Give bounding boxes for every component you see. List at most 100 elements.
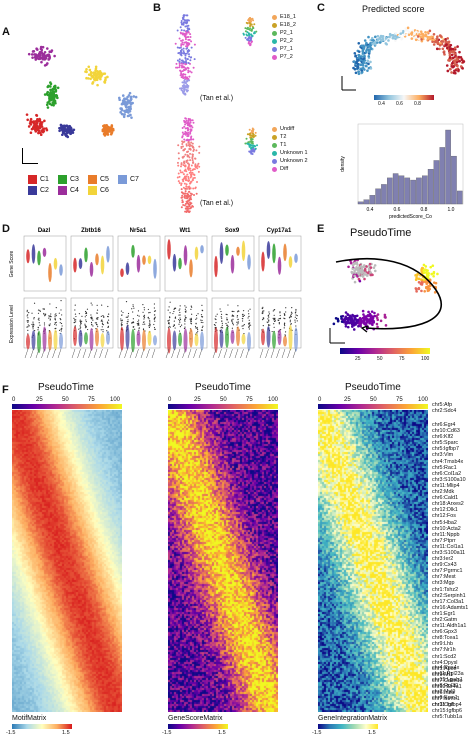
expression-point: [43, 312, 45, 315]
expression-point: [278, 323, 280, 325]
umap-point: [187, 122, 190, 125]
umap-point: [357, 272, 361, 276]
umap-point: [453, 69, 456, 73]
umap-point: [180, 59, 183, 62]
expression-point: [132, 311, 134, 313]
expression-point: [279, 314, 281, 317]
expression-point: [242, 313, 244, 315]
expression-point: [84, 323, 86, 325]
expression-point: [81, 315, 83, 317]
expression-point: [242, 315, 245, 317]
expression-point: [231, 327, 233, 329]
expression-point: [31, 312, 33, 314]
umap-point: [36, 119, 39, 122]
umap-point: [183, 204, 186, 207]
expression-point: [137, 320, 139, 323]
umap-point: [461, 67, 464, 70]
umap-point: [184, 81, 187, 84]
expression-point: [289, 321, 291, 323]
umap-point: [96, 73, 100, 76]
expression-point: [153, 318, 155, 320]
umap-point: [188, 55, 191, 58]
umap-point: [459, 65, 463, 68]
umap-point: [362, 317, 366, 321]
genescore-row-labels: [279, 410, 311, 712]
umap-point: [180, 43, 183, 46]
expression-point: [33, 302, 36, 304]
expression-point: [27, 329, 29, 331]
expression-point: [249, 324, 252, 326]
umap-point: [362, 57, 365, 61]
umap-point: [54, 90, 58, 93]
umap-point: [252, 130, 255, 133]
expression-point: [167, 309, 169, 311]
umap-point: [367, 267, 371, 271]
umap-point: [178, 37, 181, 40]
expression-point: [39, 309, 41, 311]
umap-point: [186, 194, 189, 197]
expression-point: [247, 317, 249, 319]
umap-point: [378, 37, 381, 40]
umap-point: [451, 61, 454, 65]
expression-point: [183, 319, 186, 321]
score-violin: [31, 244, 36, 264]
umap-point: [354, 71, 358, 75]
umap-point: [250, 134, 253, 137]
expression-point: [38, 317, 40, 319]
legend-item: P7_2: [272, 54, 293, 60]
umap-point: [37, 129, 41, 133]
expression-point: [295, 314, 297, 316]
score-violin: [84, 247, 88, 263]
umap-point: [41, 45, 45, 49]
umap-point: [48, 91, 52, 95]
expression-point: [92, 325, 94, 327]
expression-point: [197, 328, 199, 331]
x-tick: [198, 348, 203, 359]
expression-point: [221, 317, 223, 319]
umap-point: [438, 43, 442, 47]
x-tick: [24, 348, 29, 359]
gene-title: Nr5a1: [130, 228, 147, 234]
x-tick: [176, 348, 181, 359]
panel-d-violins: Dazl Zbtb16 Nr5a1 Wt1 Sox9 Cyp17a1 Gene Score E…: [9, 228, 302, 359]
umap-point: [453, 52, 457, 56]
expression-point: [295, 325, 297, 327]
umap-point: [187, 31, 190, 34]
umap-point: [104, 130, 107, 134]
legend-dot: [272, 150, 277, 156]
umap-point: [254, 131, 257, 134]
umap-point: [186, 173, 189, 176]
expression-point: [153, 323, 155, 326]
expression-point: [291, 312, 293, 314]
x-tick: [281, 348, 286, 359]
umap-point: [181, 131, 184, 134]
umap-point: [197, 170, 200, 173]
umap-point: [43, 58, 46, 61]
expression-point: [142, 323, 144, 325]
expression-point: [179, 317, 181, 319]
x-tick: [187, 348, 192, 359]
expression-point: [79, 319, 81, 321]
umap-point: [365, 41, 368, 45]
umap-point: [348, 315, 352, 319]
expression-point: [296, 315, 298, 317]
hist-bar: [422, 175, 428, 205]
trajectory-curve: [335, 257, 443, 330]
umap-point: [182, 50, 185, 53]
umap-point: [104, 76, 107, 80]
tan-et-al-top: (Tan et al.): [200, 95, 234, 102]
umap-point: [180, 44, 183, 47]
umap-point: [249, 136, 252, 139]
expression-point: [27, 317, 29, 319]
expression-point: [295, 317, 298, 320]
umap-point: [71, 130, 74, 133]
expression-point: [91, 323, 93, 325]
expression-point: [142, 311, 144, 313]
expression-point: [179, 305, 181, 307]
expression-point: [131, 322, 133, 324]
expression-point: [61, 314, 63, 316]
legend-item: T2: [272, 134, 286, 140]
score-violin: [261, 251, 265, 272]
expression-point: [173, 324, 175, 326]
umap-point: [361, 265, 365, 269]
